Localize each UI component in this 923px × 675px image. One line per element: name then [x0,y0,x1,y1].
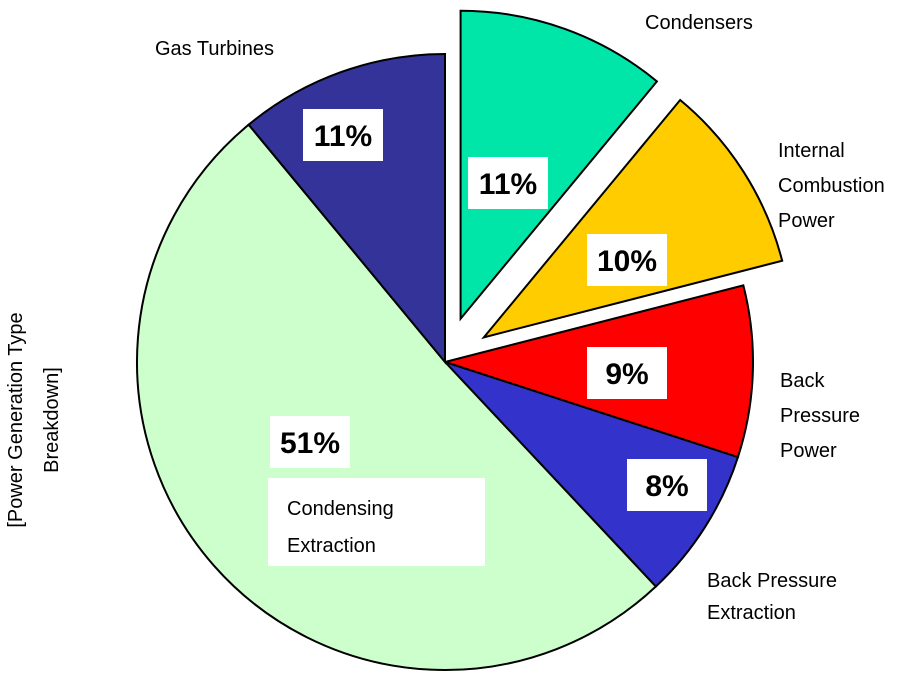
value-label-box [468,157,548,209]
value-label-box [587,347,667,399]
pie-slice [481,98,784,340]
value-label-box [627,459,707,511]
value-label: 11% [314,120,372,153]
category-label: Back Pressure Power [780,370,860,462]
pie-slice [136,123,658,671]
value-label: 11% [479,168,537,201]
axis-title: [Power Generation Type Breakdown] [5,312,63,527]
category-label: Back Pressure Extraction [707,570,837,624]
value-label-box [303,109,383,161]
value-label-box [587,234,667,286]
value-label: 9% [605,358,648,391]
pie-slice [444,361,740,588]
value-label: 51% [280,427,340,460]
pie-slice [247,52,446,365]
value-label-box [270,416,350,468]
label-box [268,478,485,566]
category-label: Internal Combustion Power [778,140,885,232]
category-label: Condensing Extraction [287,498,394,557]
pie-slice [459,9,659,322]
value-label: 10% [597,245,657,278]
category-label: Gas Turbines [155,38,274,60]
category-label: Condensers [645,12,753,34]
value-label: 8% [645,470,688,503]
